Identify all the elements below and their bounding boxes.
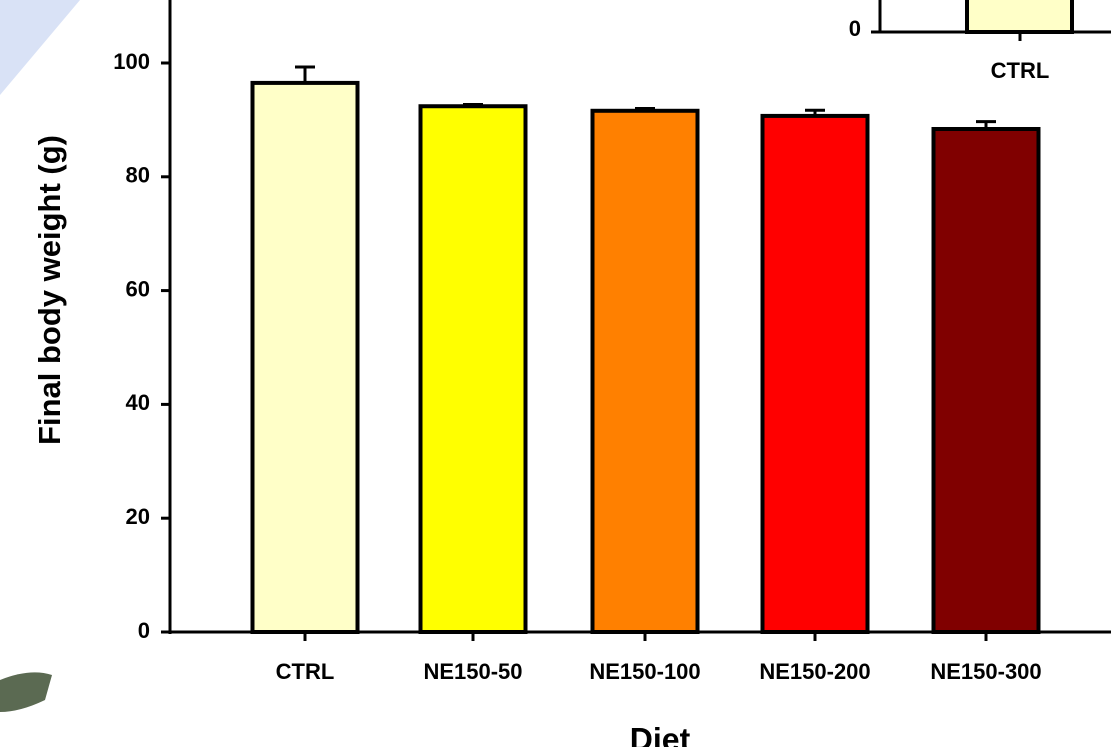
y-tick-label: 80 (126, 163, 150, 188)
bar (250, 80, 360, 634)
x-tick-label: NE150-100 (589, 659, 700, 684)
x-tick-label: NE150-50 (423, 659, 522, 684)
bar (418, 104, 528, 635)
bar (760, 113, 870, 635)
y-tick-label: 0 (138, 618, 150, 643)
watermark-leaf (0, 672, 52, 712)
x-axis-label: Diet (630, 721, 691, 747)
x-tick-label: CTRL (276, 659, 335, 684)
y-tick-label: 20 (126, 504, 150, 529)
inset-y-tick-label: 0 (849, 16, 861, 41)
watermark (0, 0, 80, 95)
inset-bar (965, 0, 1074, 34)
inset-x-tick-label: CTRL (991, 58, 1050, 83)
y-tick-label: 40 (126, 390, 150, 415)
y-tick-label: 100 (113, 49, 150, 74)
bar (590, 108, 700, 635)
y-tick-label: 60 (126, 276, 150, 301)
y-axis-label: Final body weight (g) (32, 135, 67, 445)
x-tick-label: NE150-300 (930, 659, 1041, 684)
bar (931, 126, 1041, 634)
x-tick-label: NE150-200 (759, 659, 870, 684)
